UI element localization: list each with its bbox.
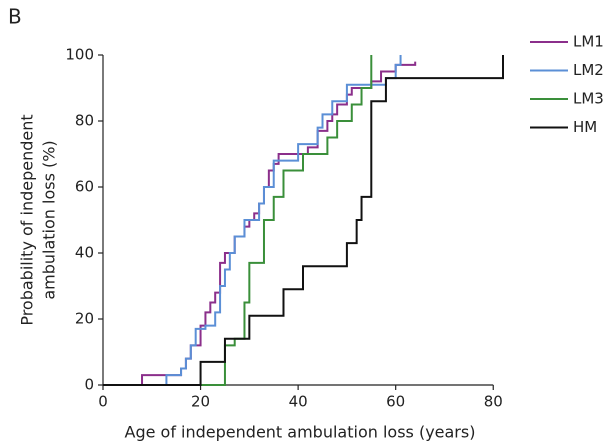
- step-line: [103, 55, 402, 386]
- x-tick-label: 40: [289, 393, 308, 411]
- x-tick-label: 60: [386, 393, 405, 411]
- y-tick-label: 40: [75, 244, 94, 262]
- y-tick-label: 100: [65, 46, 94, 64]
- legend-label: LM1: [573, 33, 604, 51]
- legend-label: HM: [573, 118, 597, 136]
- y-tick-label: 20: [75, 310, 94, 328]
- y-tick-label: 0: [84, 376, 94, 394]
- panel-label: B: [8, 5, 22, 29]
- y-tick-label: 80: [75, 112, 94, 130]
- y-tick-label: 60: [75, 178, 94, 196]
- y-axis-label: ambulation loss (%): [40, 140, 59, 299]
- x-tick-label: 0: [98, 393, 108, 411]
- step-line: [103, 55, 504, 386]
- x-tick-label: 20: [191, 393, 210, 411]
- x-axis-label: Age of independent ambulation loss (year…: [125, 423, 476, 442]
- x-tick-label: 80: [484, 393, 503, 411]
- step-line: [103, 61, 417, 386]
- step-line: [103, 55, 373, 386]
- legend-label: LM3: [573, 90, 604, 108]
- legend-label: LM2: [573, 61, 604, 79]
- y-axis-label: Probability of independent: [18, 114, 37, 325]
